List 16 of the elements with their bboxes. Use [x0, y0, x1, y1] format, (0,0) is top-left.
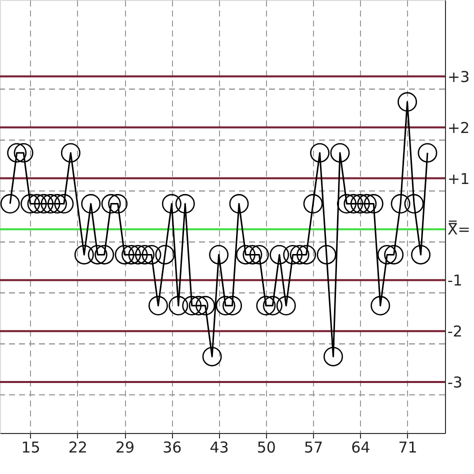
- x-tick-label: 15: [21, 438, 40, 456]
- y-tick-label: X̿=: [448, 220, 470, 239]
- x-tick-label: 64: [351, 438, 370, 456]
- y-tick-label: +3: [448, 68, 470, 86]
- x-tick-label: 50: [256, 438, 276, 456]
- y-tick-label: -2: [448, 322, 462, 341]
- y-tick-label: +2: [448, 118, 470, 137]
- x-tick-label: 57: [304, 438, 324, 456]
- x-tick-label: 71: [398, 438, 418, 456]
- x-tick-label: 43: [210, 438, 229, 456]
- x-tick-label: 29: [116, 438, 135, 456]
- y-tick-label: +1: [448, 170, 470, 188]
- x-tick-label: 22: [68, 438, 88, 456]
- y-tick-label: -3: [448, 374, 462, 392]
- y-tick-label: -1: [448, 272, 462, 290]
- x-tick-label: 36: [162, 438, 182, 456]
